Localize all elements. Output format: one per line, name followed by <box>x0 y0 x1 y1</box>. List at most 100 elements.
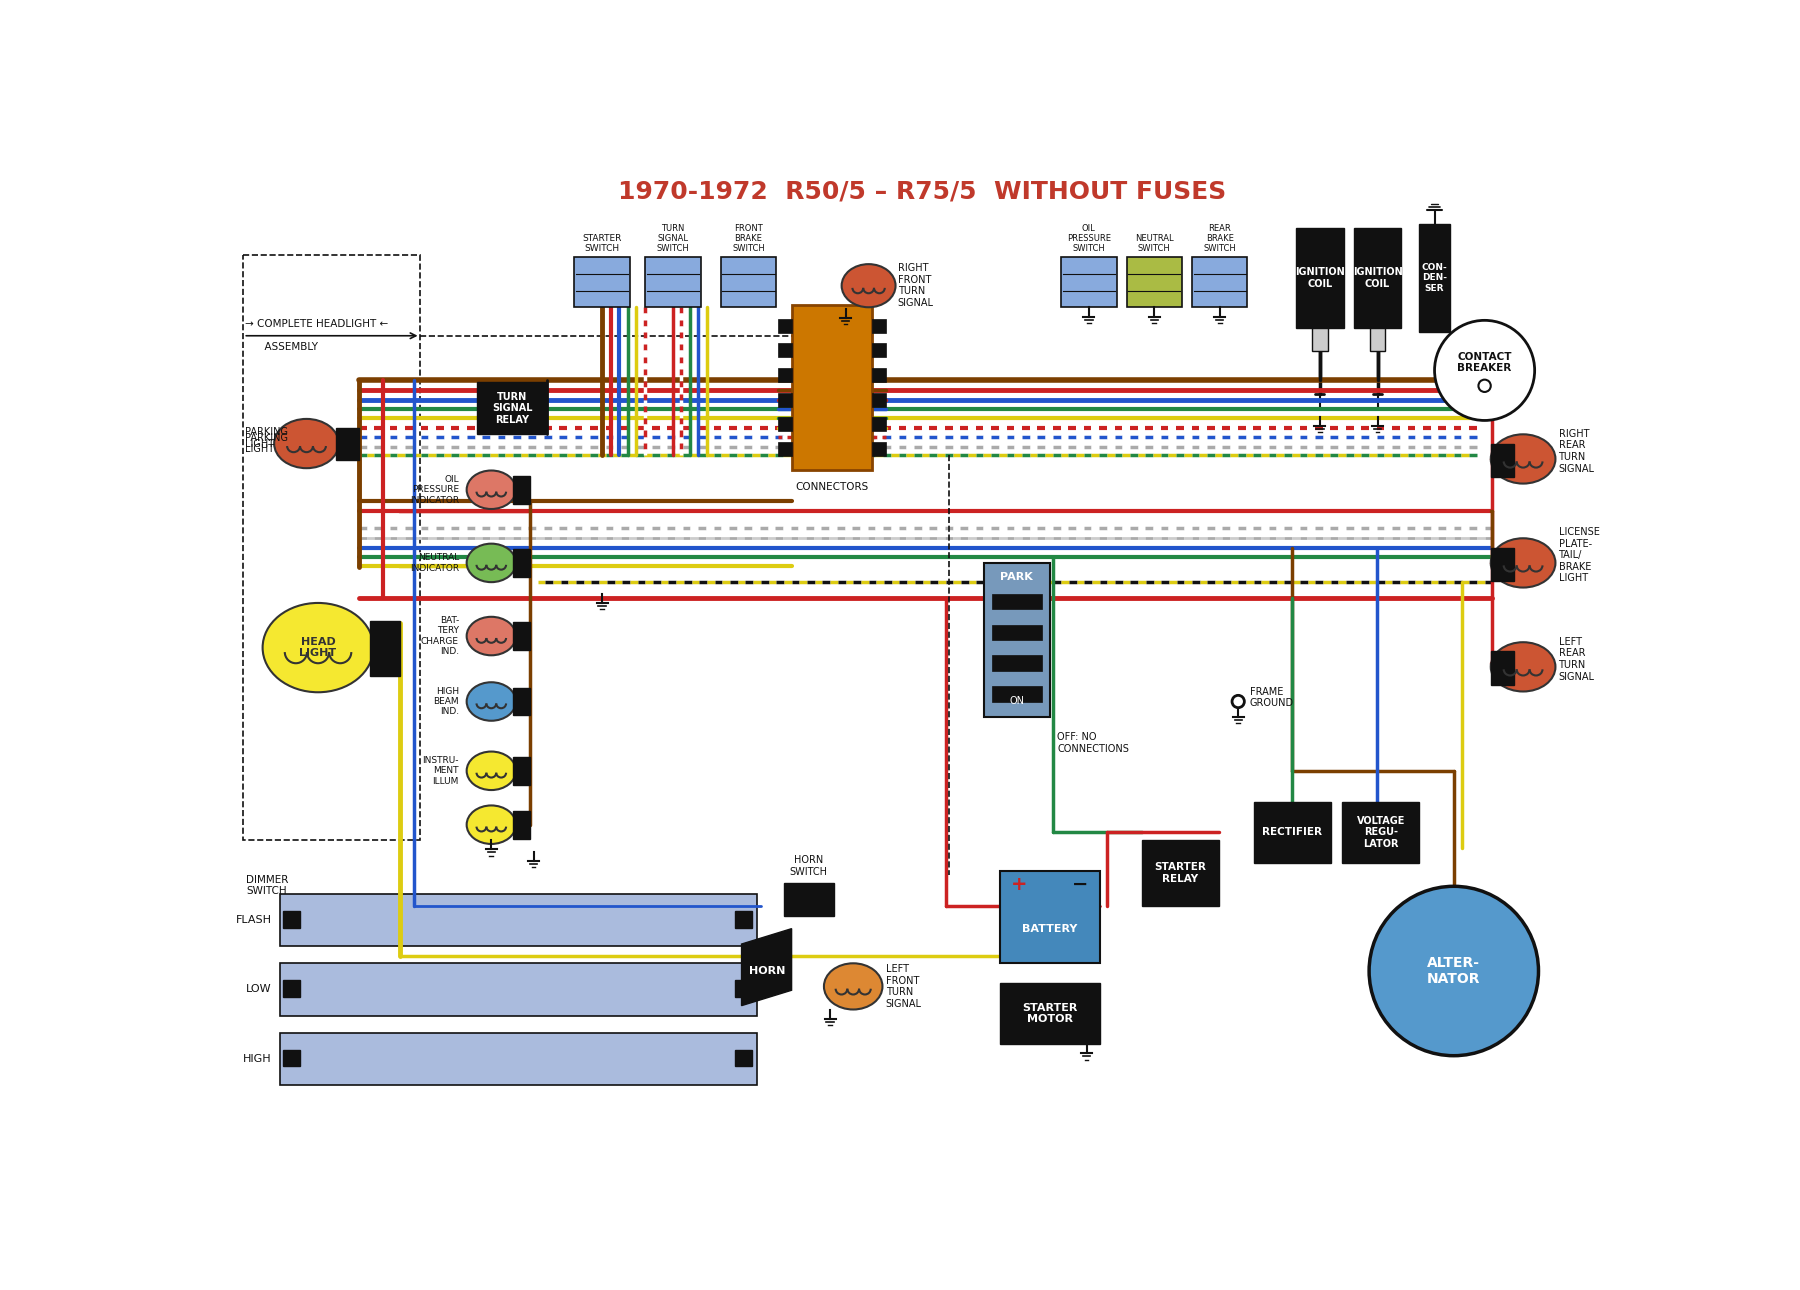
Ellipse shape <box>466 752 517 789</box>
Text: ALTER-
NATOR: ALTER- NATOR <box>1427 956 1481 986</box>
Bar <box>734 911 752 928</box>
Bar <box>873 368 886 382</box>
Text: HORN
SWITCH: HORN SWITCH <box>790 855 828 877</box>
Bar <box>1490 651 1514 685</box>
Text: CON-
DEN-
SER: CON- DEN- SER <box>1422 263 1447 293</box>
Text: BATTERY: BATTERY <box>1022 924 1076 934</box>
Text: LEFT
FRONT
TURN
SIGNAL: LEFT FRONT TURN SIGNAL <box>886 964 922 1009</box>
Bar <box>513 476 529 503</box>
Text: INSTRU-
MENT
ILLUM: INSTRU- MENT ILLUM <box>423 756 459 786</box>
Text: BAT-
TERY
CHARGE
IND.: BAT- TERY CHARGE IND. <box>421 615 459 657</box>
Bar <box>513 622 529 650</box>
Bar <box>371 620 400 676</box>
Bar <box>734 980 752 997</box>
Polygon shape <box>742 929 792 1006</box>
Text: +: + <box>1010 875 1028 894</box>
Text: NEUTRAL
INDICATOR: NEUTRAL INDICATOR <box>410 553 459 573</box>
Ellipse shape <box>274 419 338 468</box>
Text: OIL
PRESSURE
INDICATOR: OIL PRESSURE INDICATOR <box>410 475 459 504</box>
Text: NEUTRAL
SWITCH: NEUTRAL SWITCH <box>1136 233 1174 253</box>
Bar <box>720 257 776 307</box>
Bar <box>778 418 792 431</box>
Bar <box>778 368 792 382</box>
Bar <box>1370 328 1386 351</box>
Text: VOLTAGE
REGU-
LATOR: VOLTAGE REGU- LATOR <box>1357 815 1404 849</box>
Bar <box>279 894 758 947</box>
Text: FRAME
GROUND: FRAME GROUND <box>1249 686 1294 708</box>
Text: RECTIFIER: RECTIFIER <box>1262 827 1321 837</box>
Text: LOW: LOW <box>247 984 272 995</box>
Text: STARTER
MOTOR: STARTER MOTOR <box>1022 1002 1076 1024</box>
Text: IGNITION
COIL: IGNITION COIL <box>1352 267 1402 289</box>
Circle shape <box>1370 886 1539 1055</box>
Text: STARTER
RELAY: STARTER RELAY <box>1154 862 1206 884</box>
Text: PARKING
LIGHT: PARKING LIGHT <box>245 432 288 454</box>
Ellipse shape <box>263 602 373 693</box>
Text: OFF: NO
CONNECTIONS: OFF: NO CONNECTIONS <box>1057 733 1129 753</box>
Circle shape <box>1231 695 1244 708</box>
Bar <box>873 343 886 357</box>
Bar <box>999 983 1100 1044</box>
Text: PARK: PARK <box>1001 571 1033 582</box>
Text: ON: ON <box>1010 697 1024 707</box>
Bar <box>985 562 1049 717</box>
Ellipse shape <box>1490 642 1555 691</box>
Bar <box>1312 328 1328 351</box>
Circle shape <box>1435 320 1535 421</box>
Bar <box>279 964 758 1015</box>
Text: IGNITION
COIL: IGNITION COIL <box>1294 267 1345 289</box>
Bar <box>873 418 886 431</box>
Bar <box>1343 801 1418 863</box>
Ellipse shape <box>466 682 517 721</box>
Text: → COMPLETE HEADLIGHT ←: → COMPLETE HEADLIGHT ← <box>245 319 389 329</box>
Circle shape <box>1478 379 1490 392</box>
Bar <box>337 428 358 461</box>
Bar <box>1490 444 1514 477</box>
Ellipse shape <box>466 617 517 655</box>
Text: REAR
BRAKE
SWITCH: REAR BRAKE SWITCH <box>1204 223 1237 253</box>
Text: LEFT
REAR
TURN
SIGNAL: LEFT REAR TURN SIGNAL <box>1559 637 1595 681</box>
Bar <box>644 257 700 307</box>
Text: 1970-1972  R50/5 – R75/5  WITHOUT FUSES: 1970-1972 R50/5 – R75/5 WITHOUT FUSES <box>619 179 1226 204</box>
Text: FRONT
BRAKE
SWITCH: FRONT BRAKE SWITCH <box>733 223 765 253</box>
Bar <box>1141 840 1219 906</box>
Bar <box>283 980 301 997</box>
Text: DIMMER
SWITCH: DIMMER SWITCH <box>247 875 288 897</box>
Bar <box>513 811 529 838</box>
Text: TURN
SIGNAL
SWITCH: TURN SIGNAL SWITCH <box>657 223 689 253</box>
Bar <box>992 593 1042 609</box>
Bar <box>513 550 529 577</box>
Bar <box>1354 228 1402 328</box>
Text: RIGHT
FRONT
TURN
SIGNAL: RIGHT FRONT TURN SIGNAL <box>898 263 934 308</box>
Bar <box>778 343 792 357</box>
Ellipse shape <box>466 471 517 510</box>
Bar <box>992 624 1042 640</box>
Text: ASSEMBLY: ASSEMBLY <box>245 342 319 352</box>
Text: FLASH: FLASH <box>236 915 272 925</box>
Text: OIL
PRESSURE
SWITCH: OIL PRESSURE SWITCH <box>1067 223 1111 253</box>
Bar <box>1418 224 1451 332</box>
Ellipse shape <box>1490 435 1555 484</box>
Bar <box>873 392 886 406</box>
Text: STARTER
SWITCH: STARTER SWITCH <box>583 233 621 253</box>
Ellipse shape <box>466 805 517 844</box>
Bar <box>778 442 792 455</box>
Bar <box>1253 801 1330 863</box>
Bar <box>785 884 833 916</box>
Bar <box>283 911 301 928</box>
Text: CONNECTORS: CONNECTORS <box>796 482 869 491</box>
Text: RIGHT
REAR
TURN
SIGNAL: RIGHT REAR TURN SIGNAL <box>1559 428 1595 473</box>
Text: LIGHT: LIGHT <box>245 440 274 449</box>
Bar <box>873 442 886 455</box>
Text: PARKING: PARKING <box>245 427 288 437</box>
Bar <box>873 319 886 333</box>
Text: TURN
SIGNAL
RELAY: TURN SIGNAL RELAY <box>491 392 533 424</box>
Ellipse shape <box>466 543 517 582</box>
Bar <box>992 655 1042 671</box>
Text: HORN: HORN <box>749 966 785 977</box>
Text: HIGH
BEAM
IND.: HIGH BEAM IND. <box>434 686 459 716</box>
Bar <box>477 382 547 435</box>
Text: LICENSE
PLATE-
TAIL/
BRAKE
LIGHT: LICENSE PLATE- TAIL/ BRAKE LIGHT <box>1559 528 1600 583</box>
Bar <box>513 688 529 716</box>
Bar <box>243 255 421 840</box>
